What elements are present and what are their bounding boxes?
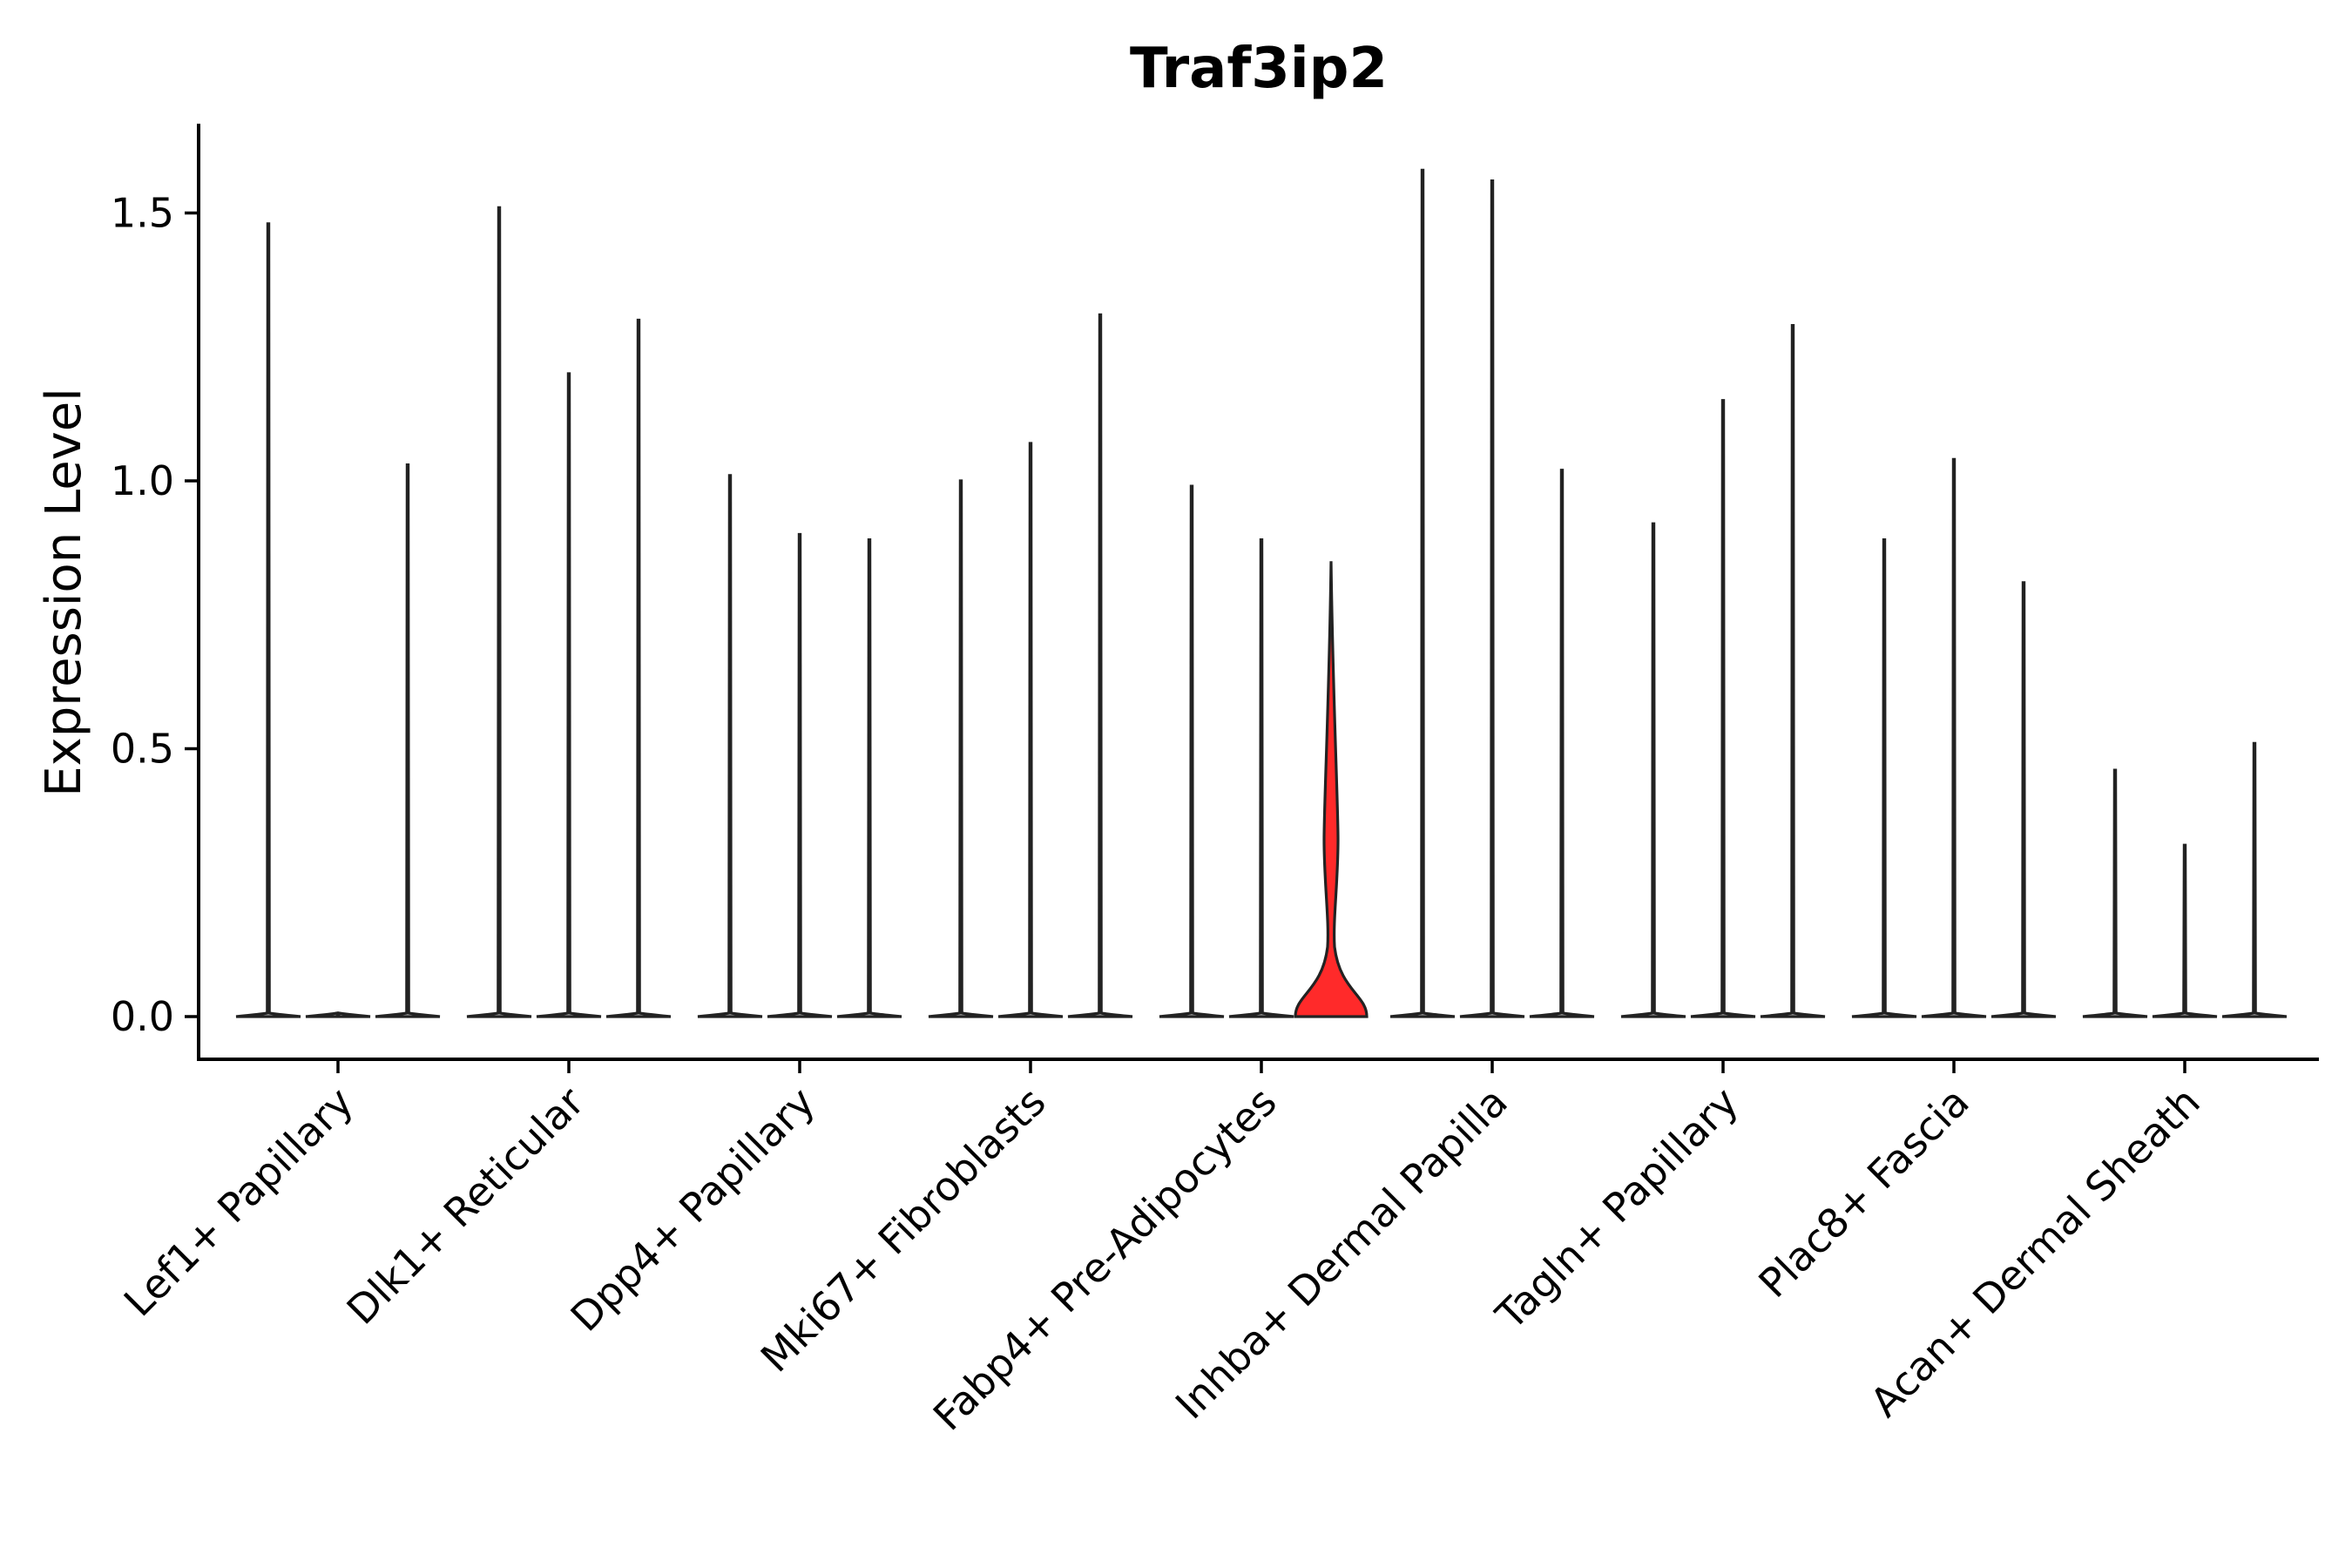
y-tick-label: 1.5 (111, 190, 174, 237)
violin-mark (536, 372, 602, 1018)
violin-mark (1228, 538, 1294, 1018)
violin-mark (1921, 457, 1987, 1018)
violin-mark (1067, 313, 1133, 1018)
y-axis-label: Expression Level (36, 388, 92, 797)
x-tick-label: Dpp4+ Papillary (562, 1078, 824, 1341)
violin-mark (836, 538, 902, 1018)
violin-mark (305, 1011, 371, 1018)
violin-mark (1459, 179, 1525, 1018)
x-tick-label: Dlk1+ Reticular (338, 1078, 593, 1334)
violin-mark (928, 479, 994, 1018)
violin-mark (375, 463, 441, 1018)
y-axis-ticks: 0.0 0.5 1.0 1.5 (111, 190, 199, 1040)
violin-mark (2082, 768, 2148, 1018)
violin-mark (466, 206, 532, 1018)
violin-mark (1620, 522, 1686, 1018)
violin-mark (1389, 168, 1456, 1018)
y-tick-label: 0.5 (111, 726, 174, 773)
violin-mark (767, 532, 833, 1018)
violin-mark (1529, 469, 1595, 1018)
violin-mark (1990, 581, 2057, 1018)
violin-mark (605, 318, 672, 1018)
violin-mark (1690, 399, 1756, 1018)
y-tick-label: 0.0 (111, 993, 174, 1040)
violin-mark (1760, 324, 1826, 1018)
y-tick-label: 1.0 (111, 457, 174, 504)
violin-mark (2152, 843, 2218, 1018)
x-tick-label: Plac8+ Fascia (1749, 1078, 1977, 1307)
x-tick-label: Tagln+ Papillary (1486, 1078, 1747, 1340)
violin-marks (235, 168, 2288, 1018)
violin-mark (1159, 484, 1225, 1018)
violin-mark (1851, 538, 1917, 1018)
violin-mark (235, 222, 301, 1018)
x-tick-label: Lef1+ Papillary (115, 1078, 362, 1326)
violin-mark (2221, 741, 2288, 1018)
violin-mark (697, 474, 763, 1018)
violin-mark (1294, 561, 1369, 1018)
violin-mark (997, 442, 1064, 1018)
chart-title: Traf3ip2 (1130, 37, 1388, 101)
